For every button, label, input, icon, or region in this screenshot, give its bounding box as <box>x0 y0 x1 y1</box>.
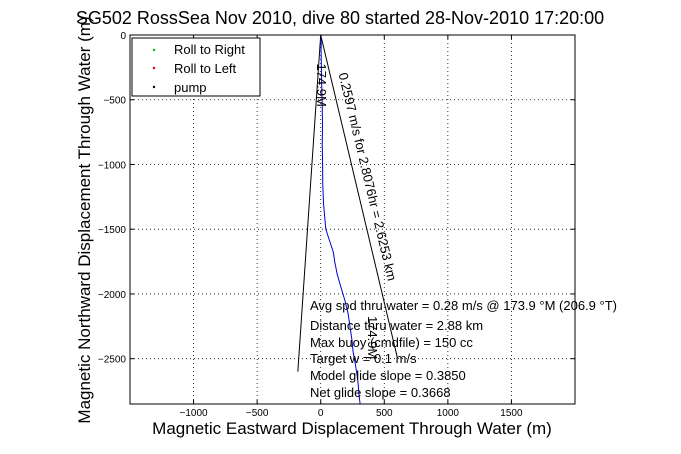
y-tick-label: 0 <box>120 31 126 42</box>
annotation-avg-speed: Avg spd thru water = 0.28 m/s @ 173.9 °M… <box>310 298 617 313</box>
legend-label-roll-right: Roll to Right <box>174 42 245 57</box>
x-tick-label: 0 <box>318 408 324 419</box>
dive-track-line <box>320 34 361 405</box>
x-tick-label: 500 <box>376 408 393 419</box>
chart-title: SG502 RossSea Nov 2010, dive 80 started … <box>76 8 604 28</box>
legend-label-roll-left: Roll to Left <box>174 61 237 76</box>
legend-marker-roll-left <box>152 66 156 70</box>
heading-label-right: 174.9M <box>365 316 380 359</box>
annotation-distance: Distance thru water = 2.88 km <box>310 318 483 333</box>
legend-marker-roll-right <box>152 48 156 52</box>
annotation-max-buoy: Max buoy (cmdfile) = 150 cc <box>310 335 473 350</box>
legend-marker-pump <box>152 85 156 89</box>
y-tick-label: −2000 <box>98 290 127 301</box>
x-tick-label: −500 <box>246 408 269 419</box>
plot-frame <box>129 34 576 405</box>
x-axis-label: Magnetic Eastward Displacement Through W… <box>152 419 552 438</box>
annotation-target-w: Target w = 0.1 m/s <box>310 351 417 366</box>
legend-label-pump: pump <box>174 80 207 95</box>
grid <box>130 34 575 404</box>
x-tick-label: 1000 <box>437 408 460 419</box>
summary-annotations: Avg spd thru water = 0.28 m/s @ 173.9 °M… <box>310 298 617 400</box>
x-tick-label: −1000 <box>180 408 209 419</box>
y-tick-label: −2500 <box>98 355 127 366</box>
annotation-net-glide-slope: Net glide slope = 0.3668 <box>310 385 451 400</box>
heading-label-left: 174.9M <box>314 63 329 106</box>
y-axis-label: Magnetic Northward Displacement Through … <box>75 16 94 423</box>
y-tick-label: −500 <box>103 96 126 107</box>
annotation-model-glide-slope: Model glide slope = 0.3850 <box>310 368 466 383</box>
y-tick-label: −1500 <box>98 225 127 236</box>
legend: Roll to Right Roll to Left pump <box>131 37 261 97</box>
x-tick-label: 1500 <box>500 408 523 419</box>
y-tick-label: −1000 <box>98 160 127 171</box>
